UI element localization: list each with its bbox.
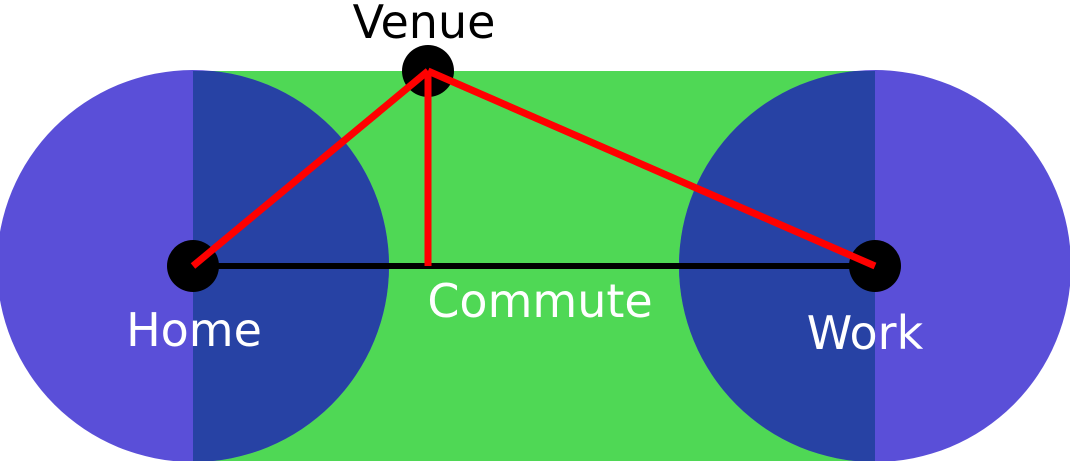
venue-label: Venue [353,0,496,49]
home-label: Home [126,303,262,357]
route-home-venue-overlay [190,68,431,269]
work-label: Work [807,306,924,360]
route-venue-work-overlay [426,67,877,270]
commute-label: Commute [427,274,652,328]
